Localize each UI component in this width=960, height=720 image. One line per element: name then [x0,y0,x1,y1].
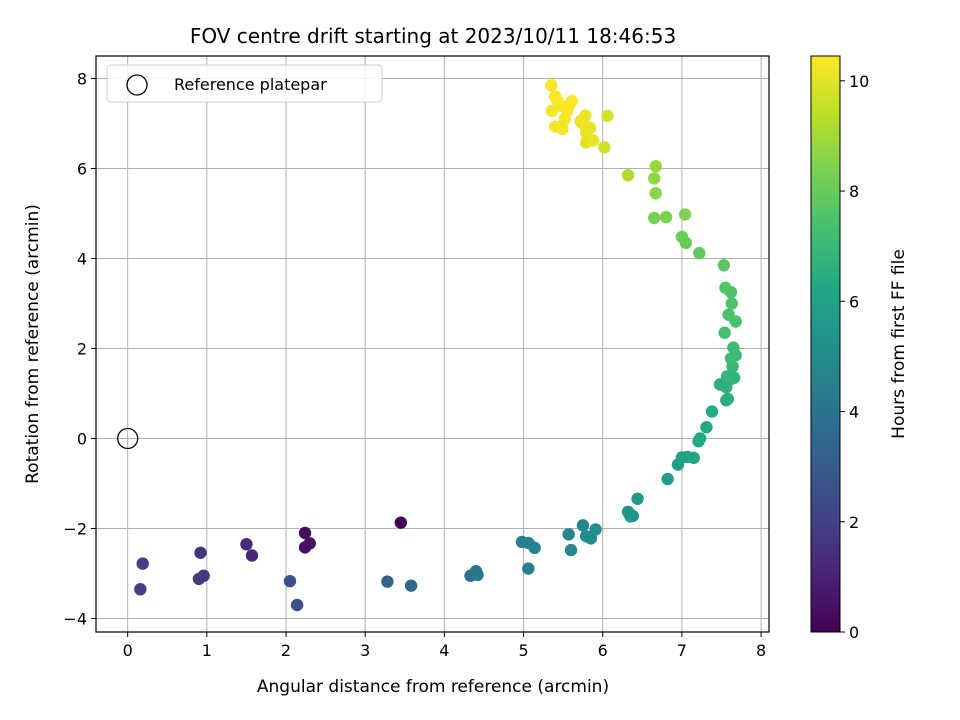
colorbar-tick-label: 2 [849,513,859,532]
data-point [649,160,662,173]
data-point [192,572,206,586]
data-point [693,432,707,445]
colorbar-tick-label: 8 [849,182,859,201]
data-point [565,94,579,108]
y-tick-label: 4 [77,250,87,269]
data-point [303,537,316,550]
data-point [290,598,304,612]
data-point [545,79,558,92]
x-tick-label: 7 [677,641,687,660]
colorbar-tick-label: 0 [849,623,859,642]
y-tick-label: 8 [77,70,87,89]
colorbar-ticks: 0 2 4 6 8 10 [840,72,869,642]
data-point [298,526,312,540]
data-point [719,281,732,294]
reference-platepar-marker [117,427,139,450]
legend-marker-open-circle [126,74,148,96]
data-point [725,297,738,310]
x-tick-label: 5 [518,641,528,660]
legend-box [106,64,383,103]
data-point [647,211,661,225]
data-point [687,451,700,465]
data-point [394,516,408,529]
data-point [598,141,611,154]
y-tick-label: 2 [77,340,87,359]
x-tick-label: 2 [281,641,291,660]
colorbar-tick-label: 4 [849,403,859,422]
data-point [562,528,575,541]
data-point [720,370,734,383]
data-point [471,568,484,582]
data-point [717,259,731,272]
y-tick-label: −2 [63,520,87,539]
data-point [136,557,149,570]
grid [96,56,769,632]
y-tick-label: 0 [77,430,87,449]
data-point [621,169,635,182]
data-point [693,246,706,260]
data-point [631,492,644,505]
data-point [589,523,602,536]
data-point [718,326,731,339]
data-point [245,549,259,562]
data-point [727,341,740,354]
data-point [134,583,147,596]
data-point [576,519,590,532]
x-tick-label: 3 [360,641,370,660]
colorbar-tick-label: 6 [849,292,859,311]
data-point [564,543,578,557]
y-axis-ticks: −4 −2 0 2 4 6 8 [63,70,96,629]
data-point [649,187,662,200]
colorbar-tick-label: 10 [849,72,869,91]
data-point [283,574,297,588]
y-tick-label: 6 [77,160,87,179]
x-tick-label: 4 [439,641,449,660]
data-point [626,509,640,523]
data-point [194,546,207,559]
x-axis-label: Angular distance from reference (arcmin) [257,677,609,697]
colorbar-fill [811,56,840,632]
data-point [722,308,735,321]
data-point [587,134,600,147]
data-point [556,122,569,136]
chart-title: FOV centre drift starting at 2023/10/11 … [190,24,676,48]
x-tick-label: 1 [202,641,212,660]
data-point [601,109,614,123]
colorbar-frame [810,55,841,633]
data-point [700,421,713,434]
data-point [522,562,535,575]
y-tick-label: −4 [63,610,87,629]
data-point [574,115,587,128]
data-point [647,172,661,185]
data-point [661,472,674,486]
legend-label: Reference platepar [174,75,327,94]
data-point [381,575,394,588]
y-axis-label: Rotation from reference (arcmin) [23,204,43,484]
plot-frame [95,55,770,633]
data-points [134,79,742,612]
data-point [404,579,418,592]
data-point [721,392,735,406]
data-point [678,208,692,221]
x-tick-label: 8 [756,641,766,660]
legend: Reference platepar [106,64,383,103]
data-point [724,352,738,365]
data-point [560,104,574,118]
x-tick-label: 6 [598,641,608,660]
data-point [240,538,253,551]
colorbar-label: Hours from first FF file [889,249,909,439]
data-point [551,94,564,108]
data-point [659,210,673,224]
data-point [528,541,541,555]
data-point [675,230,689,244]
data-point [705,405,719,418]
x-axis-ticks: 0 1 2 3 4 5 6 7 8 [123,632,766,660]
colorbar: 0 2 4 6 8 10 Hours from first FF file [810,55,909,642]
x-tick-label: 0 [123,641,133,660]
